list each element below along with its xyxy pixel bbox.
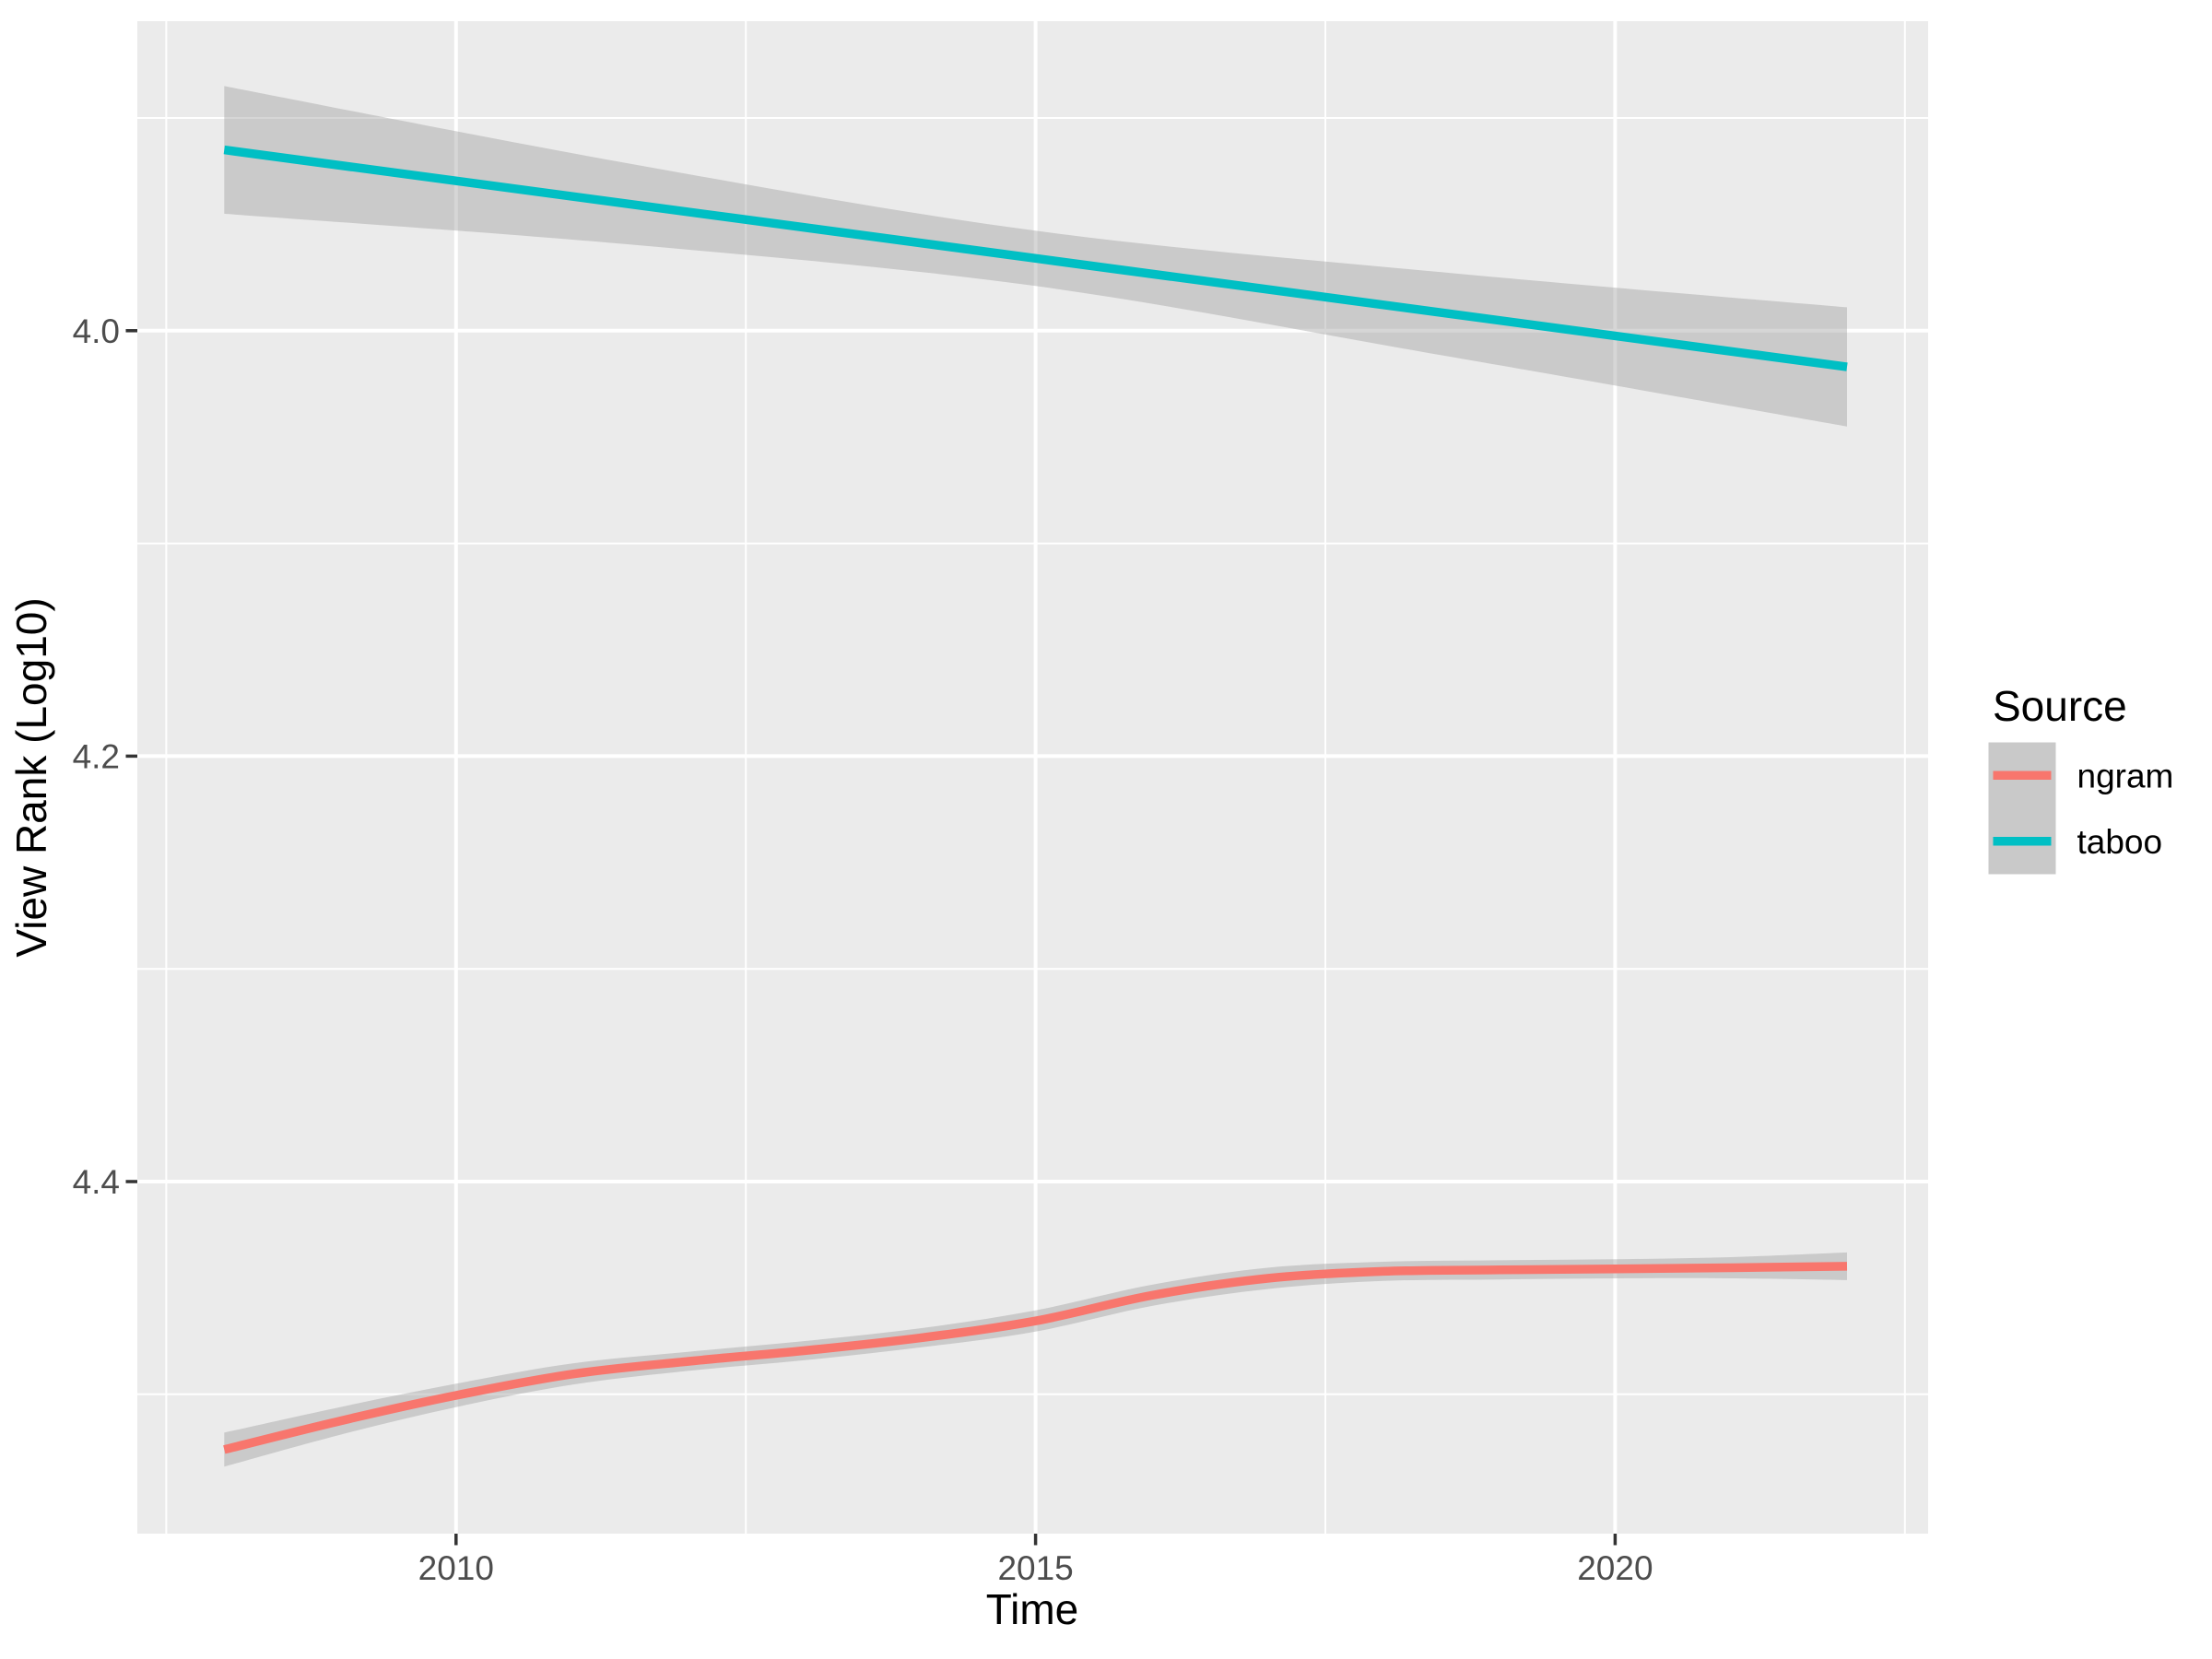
y-tick-label: 4.2 — [73, 737, 120, 775]
ribbon-ngram — [224, 1252, 1847, 1467]
line-ngram — [223, 1262, 1848, 1454]
axis-tick-labels: 2010 2015 2020 4.0 4.2 4.4 — [73, 312, 1653, 1587]
y-tick-label: 4.0 — [73, 312, 120, 350]
y-axis-title: View Rank (Log10) — [7, 597, 55, 957]
legend-label-taboo: taboo — [2077, 823, 2163, 861]
legend-label-ngram: ngram — [2077, 757, 2174, 794]
x-axis-title: Time — [986, 1585, 1079, 1633]
major-gridlines — [137, 21, 1928, 1534]
legend: Source ngram taboo — [1988, 682, 2174, 875]
axis-tick-marks — [125, 329, 1618, 1546]
minor-gridlines — [137, 21, 1928, 1534]
x-tick-label: 2015 — [997, 1549, 1073, 1587]
x-tick-label: 2010 — [418, 1549, 494, 1587]
legend-title: Source — [1993, 682, 2127, 730]
y-tick-label: 4.4 — [73, 1163, 120, 1201]
line-taboo — [223, 145, 1848, 371]
smooth-lines — [223, 145, 1848, 1454]
x-tick-label: 2020 — [1577, 1549, 1653, 1587]
plot-panel-background — [137, 21, 1928, 1534]
legend-keys: ngram taboo — [1988, 742, 2174, 875]
